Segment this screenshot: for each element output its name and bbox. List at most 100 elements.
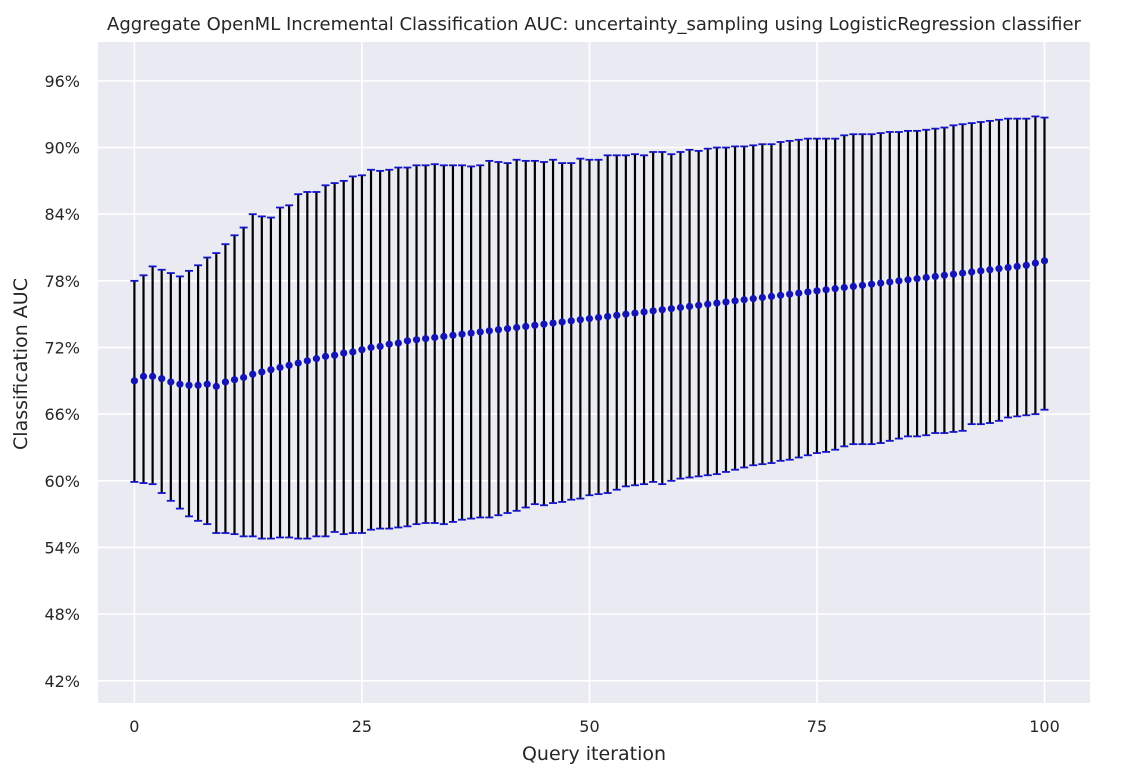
error-bars — [130, 115, 1049, 540]
plot-background — [98, 42, 1090, 703]
mean-point — [403, 337, 412, 345]
mean-point — [995, 265, 1003, 273]
mean-point — [230, 376, 239, 384]
mean-point — [895, 277, 903, 285]
mean-point — [321, 352, 330, 360]
mean-point — [585, 315, 594, 323]
y-tick-label: 84% — [44, 205, 80, 224]
mean-point — [1004, 263, 1012, 272]
mean-point — [130, 377, 139, 385]
mean-point — [640, 308, 648, 316]
mean-point — [986, 266, 994, 274]
mean-point — [1031, 259, 1039, 267]
mean-point — [949, 270, 958, 278]
mean-point — [540, 320, 548, 328]
mean-point — [776, 291, 785, 299]
mean-point — [758, 293, 766, 302]
mean-point — [349, 348, 357, 356]
mean-point — [440, 332, 448, 340]
mean-point — [558, 318, 566, 326]
mean-point — [613, 311, 621, 319]
mean-point — [503, 325, 512, 333]
mean-point — [685, 302, 694, 310]
mean-point — [531, 321, 539, 329]
mean-point — [858, 281, 867, 289]
mean-point — [276, 363, 284, 372]
mean-point — [1013, 262, 1021, 271]
mean-point — [804, 288, 812, 296]
mean-point — [458, 330, 466, 338]
y-tick-label: 96% — [44, 72, 80, 91]
mean-point — [831, 285, 839, 293]
mean-point — [549, 319, 557, 327]
mean-point — [367, 343, 375, 352]
x-axis-label: Query iteration — [522, 743, 666, 765]
mean-point — [221, 378, 230, 386]
mean-point — [849, 282, 857, 291]
mean-point — [194, 381, 202, 389]
mean-point — [877, 279, 885, 287]
y-tick-label: 72% — [44, 339, 80, 358]
mean-point — [139, 372, 148, 380]
mean-point — [431, 333, 439, 342]
mean-point — [631, 309, 639, 317]
mean-point — [494, 326, 503, 334]
mean-point — [294, 359, 302, 367]
mean-point — [722, 298, 730, 306]
mean-point — [604, 312, 612, 320]
mean-point — [158, 375, 166, 383]
mean-point — [649, 307, 657, 315]
mean-point — [167, 378, 175, 386]
x-tick-label: 75 — [807, 717, 827, 736]
mean-point — [485, 327, 493, 335]
y-tick-label: 42% — [44, 672, 80, 691]
mean-point — [958, 269, 967, 277]
y-tick-label: 90% — [44, 139, 80, 158]
mean-point — [267, 366, 275, 374]
mean-point — [1022, 261, 1030, 269]
y-tick-label: 48% — [44, 605, 80, 624]
x-tick-label: 0 — [129, 717, 139, 736]
mean-point — [713, 299, 721, 307]
mean-point — [886, 278, 894, 286]
mean-point — [394, 339, 402, 347]
mean-point — [567, 317, 575, 325]
x-tick-label: 25 — [352, 717, 372, 736]
mean-point — [795, 289, 803, 297]
mean-point — [931, 272, 939, 281]
mean-point — [740, 296, 748, 304]
mean-point — [922, 273, 930, 282]
mean-point — [340, 349, 348, 357]
mean-point — [412, 336, 421, 344]
mean-point — [695, 301, 703, 309]
mean-point — [449, 331, 457, 339]
mean-point — [731, 297, 739, 305]
mean-point — [331, 351, 339, 359]
y-tick-label: 60% — [44, 472, 80, 491]
mean-point — [786, 290, 794, 298]
chart-title: Aggregate OpenML Incremental Classificat… — [107, 14, 1082, 35]
mean-point — [312, 355, 321, 363]
y-tick-label: 78% — [44, 272, 80, 291]
mean-point — [622, 310, 630, 318]
mean-point — [358, 346, 366, 354]
mean-point — [522, 322, 530, 330]
mean-point — [513, 323, 521, 332]
mean-point — [1040, 257, 1049, 265]
mean-point — [658, 306, 666, 314]
mean-point — [968, 268, 976, 276]
mean-point — [258, 368, 266, 376]
mean-point — [813, 287, 821, 295]
mean-point — [940, 271, 948, 279]
mean-point — [249, 370, 257, 378]
mean-point — [749, 295, 757, 303]
mean-point — [977, 267, 985, 275]
y-axis-label: Classification AUC — [10, 278, 32, 450]
mean-point — [422, 335, 430, 343]
mean-point — [303, 357, 311, 365]
mean-point — [867, 280, 876, 288]
mean-point — [767, 292, 776, 301]
y-tick-label: 66% — [44, 405, 80, 424]
